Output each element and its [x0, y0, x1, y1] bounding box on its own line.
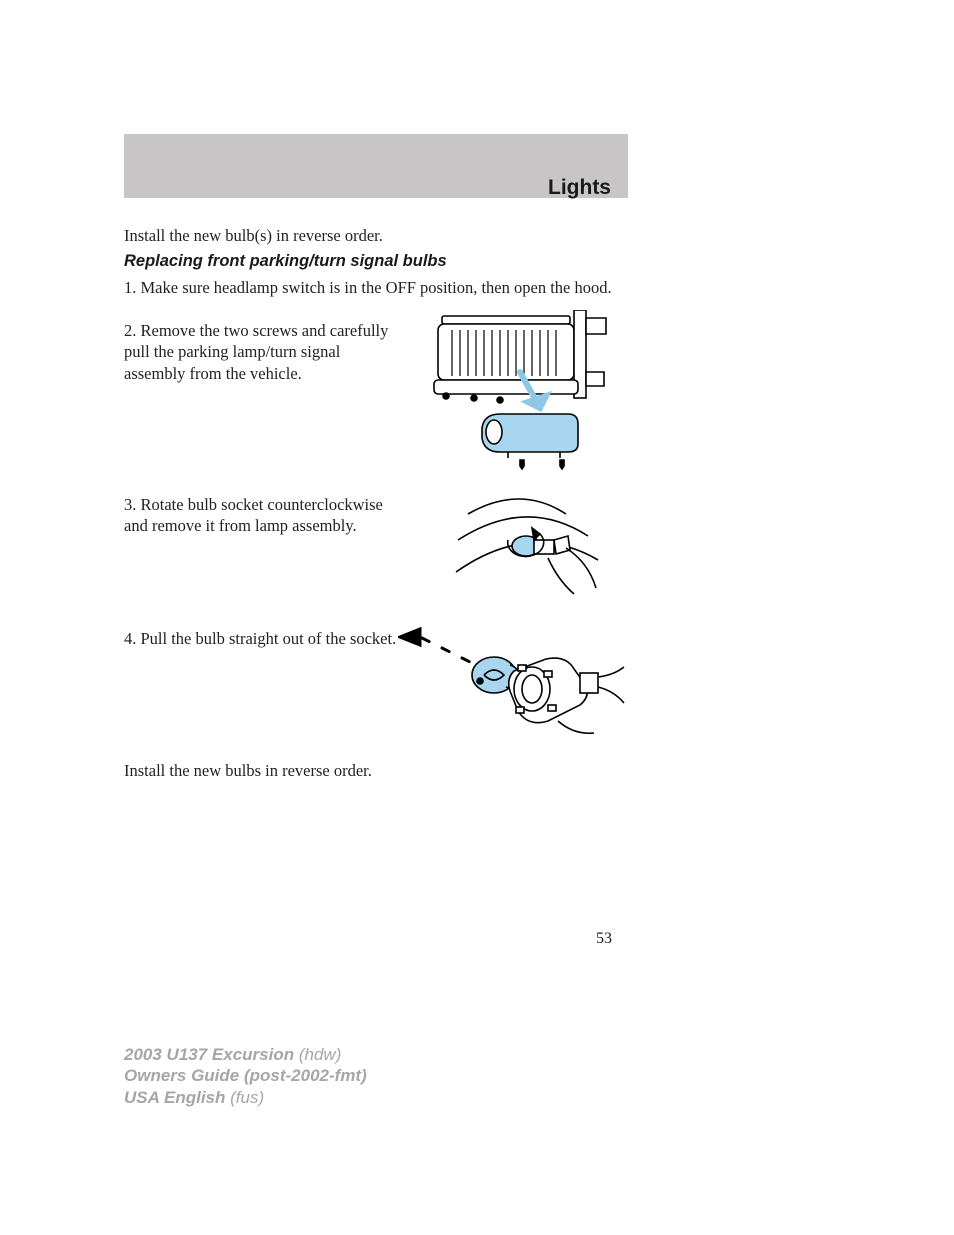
intro-text: Install the new bulb(s) in reverse order… — [124, 225, 634, 246]
subheading: Replacing front parking/turn signal bulb… — [124, 252, 447, 271]
footer-code-1: (hdw) — [299, 1045, 342, 1064]
step-4-text: 4. Pull the bulb straight out of the soc… — [124, 628, 404, 649]
footer-code-2: (fus) — [230, 1088, 264, 1107]
footer-guide: Owners Guide (post-2002-fmt) — [124, 1066, 367, 1085]
step-3-text: 3. Rotate bulb socket counterclockwise a… — [124, 494, 404, 537]
manual-page: Lights Install the new bulb(s) in revers… — [0, 0, 954, 1235]
figure-bulb-pull-out — [398, 625, 628, 740]
footer-line-3: USA English (fus) — [124, 1087, 367, 1108]
footer-lang: USA English — [124, 1088, 225, 1107]
figure-headlamp-assembly — [428, 310, 628, 470]
figure-bulb-socket-rotate — [448, 490, 618, 605]
section-header-title: Lights — [548, 176, 611, 200]
step-2-text: 2. Remove the two screws and carefully p… — [124, 320, 404, 384]
footer-line-1: 2003 U137 Excursion (hdw) — [124, 1044, 367, 1065]
page-number: 53 — [596, 930, 612, 948]
footer-model: 2003 U137 Excursion — [124, 1045, 294, 1064]
footer-block: 2003 U137 Excursion (hdw) Owners Guide (… — [124, 1044, 367, 1108]
step-1-text: 1. Make sure headlamp switch is in the O… — [124, 277, 634, 298]
outro-text: Install the new bulbs in reverse order. — [124, 760, 634, 781]
footer-line-2: Owners Guide (post-2002-fmt) — [124, 1065, 367, 1086]
